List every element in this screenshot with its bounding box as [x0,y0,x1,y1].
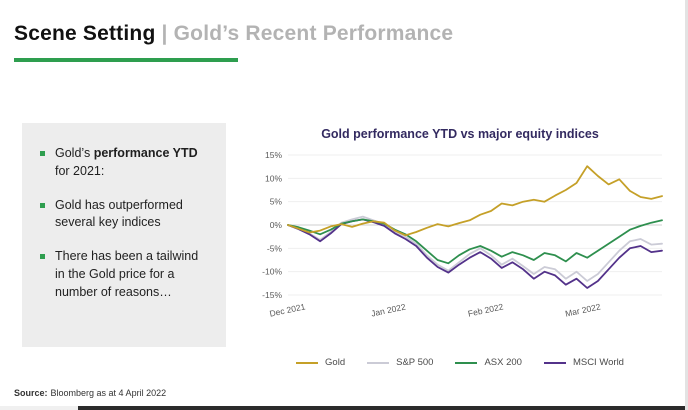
x-axis-tick-label: Mar 2022 [564,301,601,318]
legend-item-gold: Gold [296,357,345,368]
legend-label: ASX 200 [484,357,522,368]
page-title-secondary: Gold’s Recent Performance [173,22,454,45]
series-line-msci-world [287,218,663,289]
page-title-primary: Scene Setting [14,22,156,45]
list-item: Gold’s performance YTD for 2021: [40,145,208,181]
page-title-separator: | [161,22,168,45]
legend-label: Gold [325,357,346,368]
series-line-s-p-500 [287,215,663,282]
legend-marker-s-p-500 [367,361,390,364]
y-axis-tick-label: 0% [270,220,283,230]
x-axis-tick-label: Jan 2022 [370,301,407,318]
page-title: Scene Setting | Gold’s Recent Performanc… [14,22,453,46]
bullet-square-icon [40,202,45,208]
chart-legend: Gold S&P 500 ASX 200 MSCI World [248,357,672,368]
y-axis-tick-label: -10% [262,267,282,277]
bullet-text: Gold has outperformed several key indice… [55,197,183,230]
x-axis-tick-label: Feb 2022 [467,301,504,318]
legend-label: S&P 500 [396,357,434,368]
legend-item-asx-200: ASX 200 [455,357,522,368]
bullet-square-icon [40,254,45,259]
series-line-asx-200 [287,218,663,265]
chart-title: Gold performance YTD vs major equity ind… [321,127,599,141]
legend-item-s-p-500: S&P 500 [367,357,433,368]
legend-marker-asx-200 [455,361,478,364]
bullet-text: There has been a tailwind in the Gold pr… [55,249,199,299]
header: Scene Setting | Gold’s Recent Performanc… [14,22,453,46]
y-axis-tick-label: -15% [262,290,282,300]
key-points-panel: Gold’s performance YTD for 2021: Gold ha… [22,123,226,347]
legend-marker-msci-world [543,361,566,364]
bullet-text: Gold’s performance YTD for 2021: [55,146,198,178]
list-item: Gold has outperformed several key indice… [40,197,208,233]
window-bottom-edge [0,406,685,410]
y-axis-tick-label: 5% [270,197,283,207]
legend-label: MSCI World [572,357,624,368]
x-axis-tick-label: Dec 2021 [269,301,307,318]
y-axis-tick-label: 15% [265,150,282,160]
source-note: Source: Bloomberg as at 4 April 2022 [14,388,166,398]
bullet-square-icon [40,151,45,156]
source-text: Bloomberg as at 4 April 2022 [50,388,167,398]
source-label: Source: [14,388,48,398]
line-chart: 15% 10% 5% 0% -5% -10% -15%Dec 2021 Jan 2022 Feb… [262,150,663,319]
legend-item-msci-world: MSCI World [543,357,624,368]
list-item: There has been a tailwind in the Gold pr… [40,248,208,301]
y-axis-tick-label: -5% [267,243,283,253]
legend-marker-gold [296,361,319,364]
title-accent-underline [14,58,238,62]
series-line-gold [287,165,663,237]
chart-section: Gold performance YTD vs major equity ind… [248,127,672,368]
y-axis-tick-label: 10% [265,173,282,183]
